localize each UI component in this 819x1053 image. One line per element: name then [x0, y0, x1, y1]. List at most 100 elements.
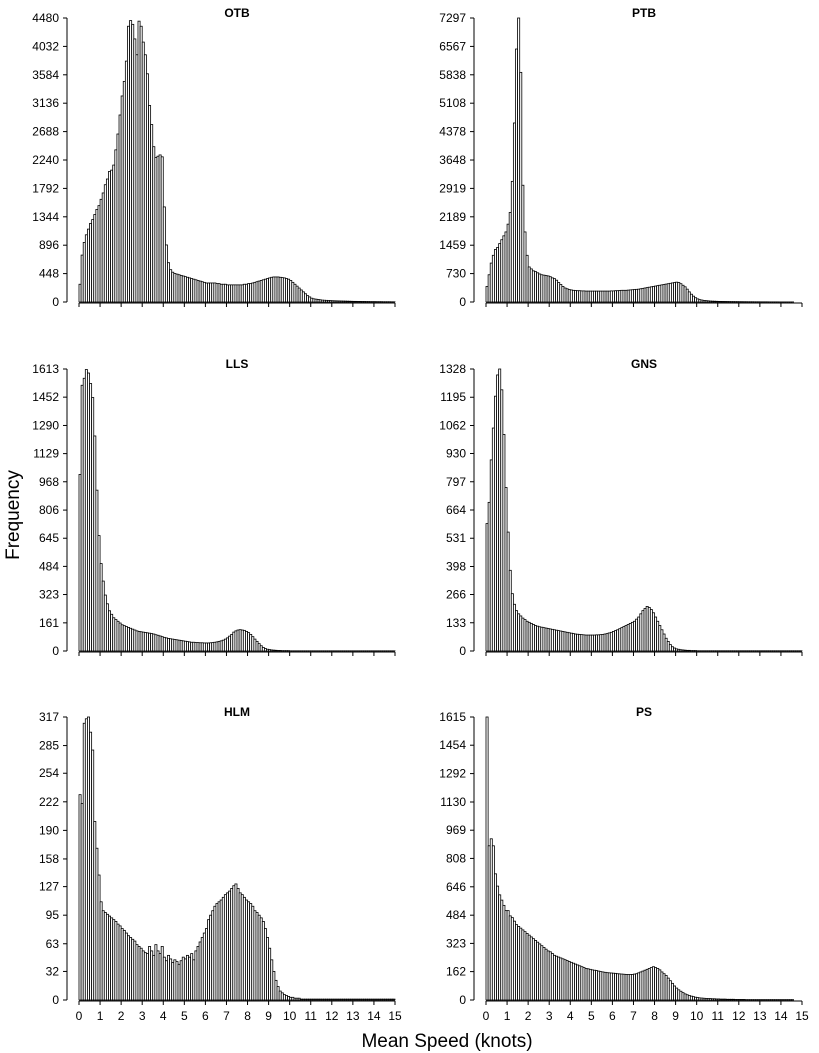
y-tick-label: 1615 [439, 710, 466, 724]
panel-title-otb: OTB [224, 6, 250, 20]
y-tick-label: 0 [52, 644, 59, 658]
y-tick-label: 0 [52, 295, 59, 309]
panel-lls: 0 161 323 484 645 806 968 1129 1290 1452 1613 LLS [32, 357, 396, 658]
y-tick-label: 398 [446, 559, 466, 573]
x-axis-gns [485, 651, 803, 656]
x-tick-label: 3 [546, 1009, 553, 1023]
y-axis-lls: 0 161 323 484 645 806 968 1129 1290 1452 1613 [32, 362, 68, 658]
y-tick-label: 1292 [439, 767, 466, 781]
x-tick-label: 3 [139, 1009, 146, 1023]
x-tick-label: 6 [609, 1009, 616, 1023]
y-tick-label: 5838 [439, 68, 466, 82]
y-tick-label: 162 [446, 965, 466, 979]
y-tick-label: 484 [39, 559, 59, 573]
y-tick-label: 2240 [32, 153, 59, 167]
y-tick-label: 5108 [439, 96, 466, 110]
y-tick-label: 161 [39, 616, 59, 630]
y-tick-label: 930 [446, 447, 466, 461]
y-tick-label: 285 [39, 739, 59, 753]
y-tick-label: 808 [446, 851, 466, 865]
y-axis-hlm: 0 32 63 95 127 158 190 222 254 285 317 [39, 710, 68, 1007]
x-tick-label: 8 [244, 1009, 251, 1023]
panel-otb: 0 448 896 1344 1792 2240 2688 3136 3584 4032 4480 O… [32, 6, 396, 309]
y-tick-label: 190 [39, 823, 59, 837]
x-tick-label: 11 [304, 1009, 317, 1023]
x-tick-label: 15 [795, 1009, 809, 1023]
y-tick-label: 484 [446, 908, 466, 922]
y-tick-label: 730 [446, 267, 466, 281]
x-axis-title: Mean Speed (knots) [361, 1031, 532, 1052]
y-tick-label: 95 [46, 908, 60, 922]
y-tick-label: 32 [46, 964, 60, 978]
bars-lls [78, 369, 396, 652]
x-tick-label: 0 [483, 1009, 490, 1023]
y-tick-label: 158 [39, 852, 59, 866]
x-tick-label: 11 [711, 1009, 724, 1023]
y-tick-label: 448 [39, 267, 59, 281]
x-axis-ps: 0 1 2 3 4 5 6 7 8 9 10 11 12 13 14 15 [483, 1000, 809, 1023]
y-tick-label: 1613 [32, 362, 59, 376]
x-axis-otb [78, 302, 396, 307]
x-tick-label: 10 [283, 1009, 297, 1023]
y-tick-label: 2919 [439, 181, 466, 195]
y-tick-label: 4378 [439, 125, 466, 139]
x-tick-label: 13 [753, 1009, 767, 1023]
histogram-bar [392, 998, 396, 1001]
y-tick-label: 646 [446, 880, 466, 894]
y-tick-label: 266 [446, 588, 466, 602]
y-tick-label: 254 [39, 766, 59, 780]
y-tick-label: 1452 [32, 390, 59, 404]
x-tick-label: 7 [223, 1009, 230, 1023]
panel-title-hlm: HLM [224, 705, 250, 719]
y-tick-label: 2189 [439, 210, 466, 224]
y-tick-label: 969 [446, 823, 466, 837]
y-tick-label: 0 [459, 295, 466, 309]
y-tick-label: 531 [446, 531, 466, 545]
x-tick-label: 12 [325, 1009, 339, 1023]
x-tick-label: 9 [265, 1009, 272, 1023]
y-axis-ps: 0 162 323 484 646 808 969 1130 1292 1454 1615 [439, 710, 475, 1007]
y-tick-label: 1290 [32, 418, 59, 432]
x-axis-ptb [485, 302, 803, 307]
x-tick-label: 1 [97, 1009, 104, 1023]
x-tick-label: 13 [346, 1009, 360, 1023]
x-tick-label: 4 [567, 1009, 574, 1023]
x-tick-label: 14 [774, 1009, 788, 1023]
panel-ptb: 0 730 1459 2189 2919 3648 4378 5108 5838 6567 7297… [439, 6, 803, 309]
y-axis-gns: 0 133 266 398 531 664 797 930 1062 1195 1328 [439, 362, 475, 658]
panel-title-ptb: PTB [632, 6, 656, 20]
y-tick-label: 127 [39, 880, 59, 894]
panel-title-lls: LLS [226, 357, 249, 371]
x-tick-label: 9 [672, 1009, 679, 1023]
bars-ptb [485, 17, 794, 303]
y-tick-label: 645 [39, 531, 59, 545]
y-tick-label: 1344 [32, 210, 59, 224]
y-tick-label: 0 [52, 993, 59, 1007]
bars-ps [485, 716, 794, 1001]
x-tick-label: 2 [118, 1009, 125, 1023]
x-axis-lls [78, 651, 396, 656]
x-tick-label: 12 [732, 1009, 746, 1023]
y-tick-label: 3584 [32, 68, 59, 82]
y-tick-label: 4480 [32, 11, 59, 25]
y-tick-label: 2688 [32, 125, 59, 139]
y-tick-label: 1328 [439, 362, 466, 376]
y-tick-label: 1454 [439, 738, 466, 752]
x-tick-label: 14 [367, 1009, 381, 1023]
x-tick-label: 8 [651, 1009, 658, 1023]
bars-otb [78, 20, 396, 303]
y-tick-label: 896 [39, 238, 59, 252]
y-tick-label: 317 [39, 710, 59, 724]
x-tick-label: 6 [202, 1009, 209, 1023]
y-tick-label: 1792 [32, 181, 59, 195]
x-axis-hlm: 0 1 2 3 4 5 6 7 8 9 10 11 12 13 14 15 [76, 1000, 402, 1023]
y-tick-label: 0 [459, 993, 466, 1007]
x-tick-label: 0 [76, 1009, 83, 1023]
x-tick-label: 10 [690, 1009, 704, 1023]
panel-title-ps: PS [636, 705, 652, 719]
y-tick-label: 63 [46, 937, 60, 951]
